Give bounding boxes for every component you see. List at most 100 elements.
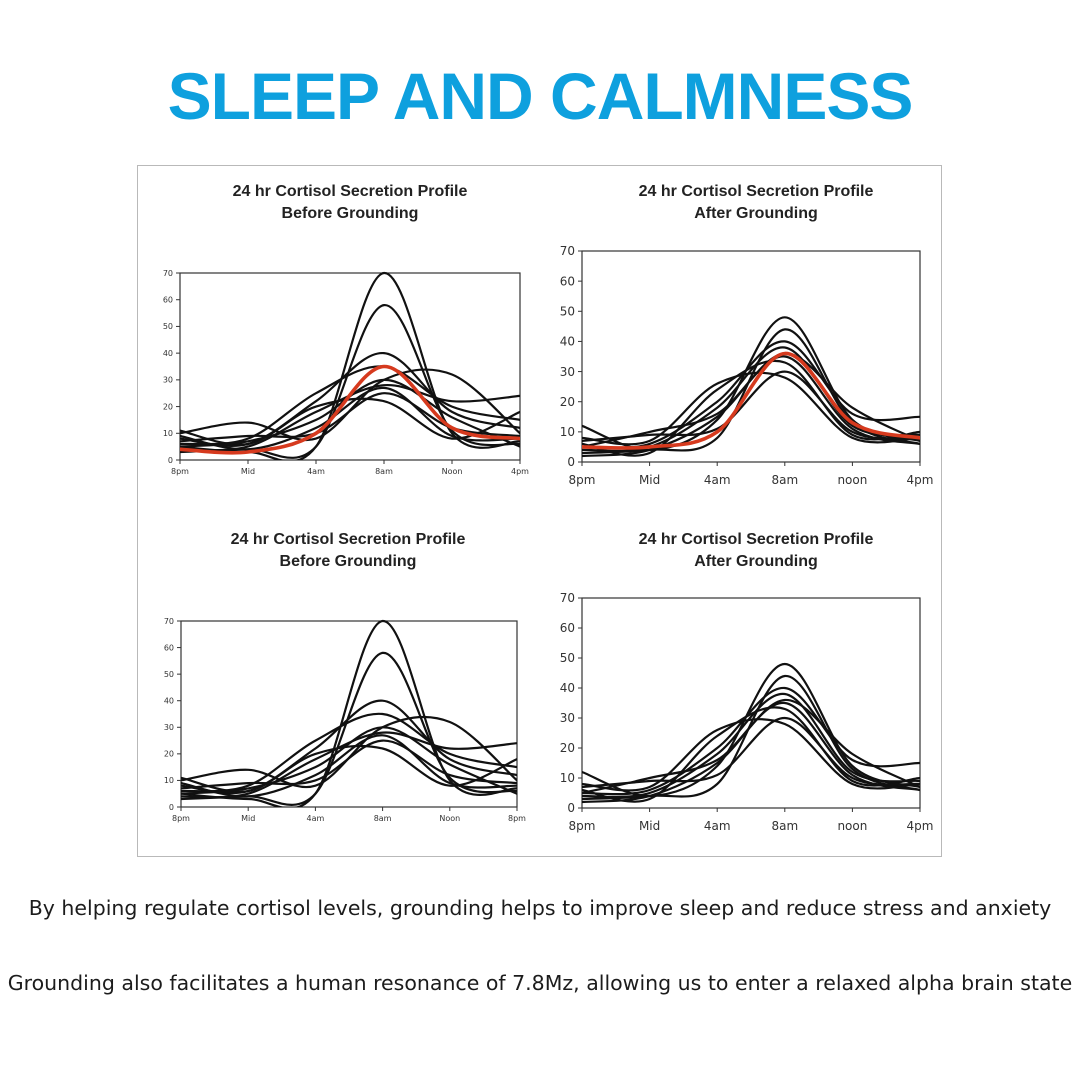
- y-tick-label: 50: [560, 304, 575, 318]
- series-line: [180, 365, 520, 446]
- y-tick-label: 70: [560, 591, 575, 605]
- series-line: [181, 619, 517, 807]
- series-line: [180, 397, 520, 446]
- series-line: [180, 386, 520, 451]
- chart-panel-1: 24 hr Cortisol Secretion Profile Before G…: [163, 183, 529, 476]
- chart-title-line: 24 hr Cortisol Secretion Profile: [231, 531, 466, 548]
- series-line: [582, 716, 920, 789]
- x-tick-label: Mid: [639, 473, 660, 487]
- series-line: [582, 340, 920, 450]
- plot-area-border: [581, 250, 921, 463]
- y-tick-label: 50: [163, 322, 173, 331]
- series-line: [181, 712, 517, 793]
- series-line: [582, 674, 920, 801]
- y-tick-label: 30: [163, 376, 173, 385]
- page-title: SLEEP AND CALMNESS: [167, 59, 914, 133]
- series-group: [582, 316, 920, 458]
- y-tick-label: 40: [560, 335, 575, 349]
- y-tick-label: 60: [163, 296, 173, 305]
- series-line-average: [180, 364, 520, 455]
- y-tick-label: 60: [164, 643, 174, 652]
- y-tick-label: 70: [560, 244, 575, 258]
- y-tick-label: 70: [164, 617, 174, 626]
- chart-title-line: After Grounding: [694, 553, 818, 570]
- y-tick-label: 40: [164, 697, 174, 706]
- x-tick-label: Noon: [442, 467, 463, 476]
- chart-title-line: 24 hr Cortisol Secretion Profile: [233, 183, 468, 200]
- caption-resonance: Grounding also facilitates a human reson…: [7, 971, 1073, 995]
- y-tick-label: 20: [163, 402, 173, 411]
- plot-area-border: [179, 272, 521, 461]
- series-line: [582, 328, 920, 455]
- y-tick-label: 70: [163, 269, 173, 278]
- series-line: [582, 662, 920, 798]
- series-line: [181, 726, 517, 795]
- y-tick-label: 60: [560, 274, 575, 288]
- cortisol-charts-svg: 24 hr Cortisol Secretion Profile Before G…: [163, 183, 934, 833]
- series-group: [582, 662, 920, 804]
- series-line: [582, 692, 920, 799]
- chart-title-line: After Grounding: [694, 205, 818, 222]
- y-tick-label: 20: [560, 741, 575, 755]
- series-line: [582, 701, 920, 795]
- x-tick-label: 8am: [374, 814, 392, 823]
- x-tick-label: noon: [837, 473, 867, 487]
- series-line: [181, 651, 517, 806]
- y-tick-label: 40: [560, 681, 575, 695]
- series-group: [180, 271, 520, 460]
- series-line: [582, 371, 920, 446]
- series-line: [582, 686, 920, 796]
- y-tick-label: 20: [164, 750, 174, 759]
- y-tick-label: 40: [163, 349, 173, 358]
- x-tick-label: Mid: [241, 467, 255, 476]
- series-line: [181, 715, 517, 789]
- y-tick-label: 60: [560, 621, 575, 635]
- y-tick-label: 0: [168, 456, 173, 465]
- x-tick-label: 8am: [375, 467, 393, 476]
- chart-title-line: Before Grounding: [280, 553, 417, 570]
- x-tick-label: Noon: [439, 814, 460, 823]
- series-line: [180, 378, 520, 448]
- y-tick-label: 30: [560, 365, 575, 379]
- series-line: [582, 370, 920, 442]
- x-tick-label: 8pm: [172, 814, 190, 823]
- chart-title-line: Before Grounding: [282, 205, 419, 222]
- y-tick-label: 20: [560, 395, 575, 409]
- x-tick-label: Mid: [639, 819, 660, 833]
- y-tick-label: 30: [560, 711, 575, 725]
- series-line: [181, 734, 517, 798]
- y-tick-label: 0: [169, 803, 174, 812]
- y-tick-label: 10: [560, 771, 575, 785]
- x-tick-label: 4am: [307, 814, 325, 823]
- x-tick-label: 4am: [704, 819, 731, 833]
- y-tick-label: 50: [164, 670, 174, 679]
- chart-panel-4: 24 hr Cortisol Secretion Profile After Gr…: [560, 531, 934, 833]
- plot-area-border: [581, 597, 921, 809]
- x-tick-label: 8pm: [569, 819, 596, 833]
- series-group: [181, 619, 517, 807]
- cortisol-figure: 24 hr Cortisol Secretion Profile Before G…: [137, 165, 942, 857]
- x-tick-label: 4pm: [907, 473, 934, 487]
- x-tick-label: noon: [837, 819, 867, 833]
- x-tick-label: 4pm: [907, 819, 934, 833]
- caption-cortisol: By helping regulate cortisol levels, gro…: [28, 896, 1052, 920]
- chart-title-line: 24 hr Cortisol Secretion Profile: [639, 183, 874, 200]
- x-tick-label: 8pm: [569, 473, 596, 487]
- series-line-average: [582, 351, 920, 450]
- y-tick-label: 10: [560, 425, 575, 439]
- series-line: [180, 368, 520, 442]
- y-tick-label: 50: [560, 651, 575, 665]
- x-tick-label: 4pm: [511, 467, 529, 476]
- series-line: [181, 739, 517, 790]
- chart-panel-3: 24 hr Cortisol Secretion Profile Before G…: [164, 531, 526, 823]
- plot-area-border: [180, 620, 518, 808]
- x-tick-label: 8pm: [171, 467, 189, 476]
- y-tick-label: 10: [163, 429, 173, 438]
- x-tick-label: Mid: [241, 814, 255, 823]
- x-tick-label: 4am: [704, 473, 731, 487]
- y-tick-label: 30: [164, 723, 174, 732]
- chart-panel-2: 24 hr Cortisol Secretion Profile After Gr…: [560, 183, 934, 487]
- chart-title-line: 24 hr Cortisol Secretion Profile: [639, 531, 874, 548]
- y-tick-label: 0: [567, 801, 575, 815]
- y-tick-label: 10: [164, 776, 174, 785]
